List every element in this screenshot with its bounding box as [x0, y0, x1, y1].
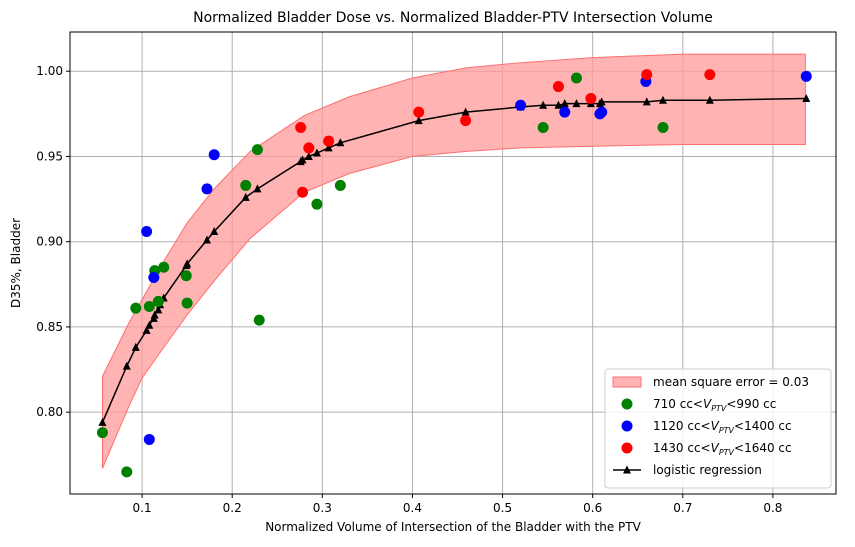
scatter-point-series-3	[297, 186, 309, 198]
x-tick-label: 0.3	[313, 501, 332, 515]
regression-marker	[131, 342, 140, 351]
legend-box	[604, 368, 832, 489]
regression-marker	[142, 325, 151, 334]
regression-marker	[539, 100, 548, 109]
regression-marker	[705, 95, 714, 104]
regression-marker	[324, 143, 333, 152]
scatter-point-series-1	[334, 179, 346, 191]
scatter-point-series-3	[323, 135, 335, 147]
mse-error-band	[101, 53, 806, 469]
scatter-point-series-2	[596, 106, 608, 118]
scatter-point-series-2	[148, 271, 160, 283]
plot-area-frame	[69, 31, 837, 495]
regression-marker	[298, 155, 307, 164]
scatter-point-series-3	[295, 121, 307, 133]
y-axis-label: D35%, Bladder	[9, 218, 23, 308]
x-axis-label: Normalized Volume of Intersection of the…	[265, 520, 641, 534]
regression-marker	[461, 107, 470, 116]
regression-marker	[560, 99, 569, 108]
regression-marker	[183, 259, 192, 268]
x-tick-label: 0.1	[133, 501, 152, 515]
regression-marker	[98, 417, 107, 426]
legend-swatch-band	[612, 376, 642, 388]
scatter-point-series-3	[704, 69, 716, 81]
regression-marker	[802, 93, 811, 102]
regression-marker	[253, 184, 262, 193]
legend-label-series-1: 710 cc<VPTV<990 cc	[653, 397, 776, 413]
legend-marker-regression	[623, 465, 631, 474]
regression-marker	[597, 97, 606, 106]
x-tick-label: 0.5	[493, 501, 512, 515]
regression-marker	[414, 116, 423, 125]
scatter-point-series-1	[121, 466, 133, 478]
regression-marker	[554, 100, 563, 109]
regression-marker	[145, 320, 154, 329]
scatter-point-series-3	[552, 81, 564, 93]
regression-marker	[122, 361, 131, 370]
scatter-point-series-1	[158, 261, 170, 273]
scatter-point-series-2	[201, 183, 213, 195]
legend-label-regression: logistic regression	[653, 463, 762, 477]
scatter-point-series-3	[413, 106, 425, 118]
scatter-point-series-3	[460, 115, 472, 127]
scatter-point-series-1	[253, 314, 265, 326]
regression-marker	[150, 310, 159, 319]
x-tick-label: 0.6	[583, 501, 602, 515]
legend: mean square error = 0.03 710 cc<VPTV<990 …	[604, 368, 832, 489]
legend-marker-series-2	[621, 420, 633, 432]
scatter-point-series-1	[143, 300, 155, 312]
scatter-point-series-1	[311, 198, 323, 210]
scatter-point-series-1	[96, 427, 108, 439]
scatter-point-series-1	[240, 179, 252, 191]
y-tick-label: 1.00	[36, 64, 63, 78]
scatter-point-series-1	[570, 72, 582, 84]
y-tick-label: 0.90	[36, 235, 63, 249]
y-axis-ticks: 0.80 0.85 0.90 0.95 1.00	[36, 64, 70, 419]
legend-label-band: mean square error = 0.03	[653, 375, 809, 389]
regression-marker	[312, 148, 321, 157]
scatter-point-series-3	[303, 142, 315, 154]
scatter-point-series-3	[585, 92, 597, 104]
legend-marker-series-1	[621, 398, 633, 410]
scatter-point-series-1	[181, 297, 193, 309]
y-tick-label: 0.85	[36, 320, 63, 334]
y-tick-label: 0.80	[36, 405, 63, 419]
y-tick-label: 0.95	[36, 149, 63, 163]
scatter-point-series-1	[152, 295, 164, 307]
x-tick-label: 0.8	[763, 501, 782, 515]
x-tick-label: 0.7	[673, 501, 692, 515]
chart-title: Normalized Bladder Dose vs. Normalized B…	[193, 10, 713, 26]
scatter-point-series-1	[657, 121, 669, 133]
scatter-point-series-2	[143, 433, 155, 445]
regression-marker	[642, 97, 651, 106]
regression-marker	[241, 192, 250, 201]
legend-label-series-2: 1120 cc<VPTV<1400 cc	[653, 419, 792, 435]
legend-marker-series-3	[621, 442, 633, 454]
error-band-layer	[101, 53, 806, 469]
x-axis-ticks: 0.1 0.2 0.3 0.4 0.5 0.6 0.7 0.8	[133, 494, 782, 515]
scatter-point-series-1	[251, 144, 263, 156]
regression-marker	[304, 151, 313, 160]
x-tick-label: 0.2	[223, 501, 242, 515]
regression-marker	[210, 226, 219, 235]
scatter-point-series-2	[208, 149, 220, 161]
regression-marker	[336, 138, 345, 147]
regression-marker	[154, 305, 163, 314]
regression-marker	[658, 95, 667, 104]
x-tick-label: 0.4	[403, 501, 422, 515]
scatter-point-series-1	[130, 302, 142, 314]
legend-label-series-3: 1430 cc<VPTV<1640 cc	[653, 441, 792, 457]
regression-marker	[202, 235, 211, 244]
scatter-points-layer	[96, 69, 812, 478]
scatter-point-series-1	[180, 270, 192, 282]
regression-marker	[572, 99, 581, 108]
scatter-point-series-2	[141, 225, 153, 237]
scatter-point-series-3	[641, 69, 653, 81]
scatter-point-series-1	[537, 121, 549, 133]
scatter-point-series-2	[800, 70, 812, 82]
scatter-point-series-2	[515, 99, 527, 111]
scatter-point-series-2	[559, 106, 571, 118]
